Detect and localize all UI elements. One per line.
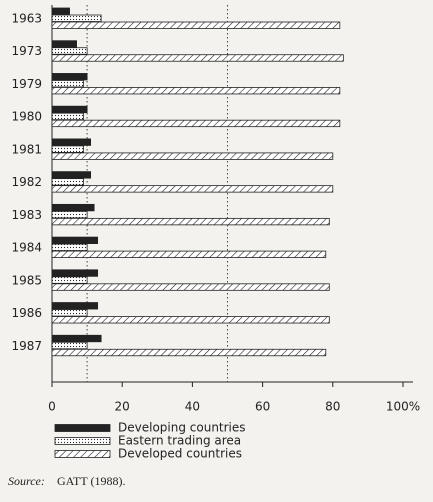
legend-swatch — [54, 424, 111, 432]
bar — [51, 119, 341, 128]
bar — [51, 152, 334, 160]
bar — [51, 309, 88, 317]
bar — [51, 112, 84, 121]
bar — [51, 87, 341, 95]
y-tick-label: 1985 — [11, 273, 42, 287]
bar — [51, 348, 327, 357]
bar — [51, 185, 334, 193]
y-tick-label: 1987 — [11, 339, 42, 353]
y-tick-label: 1982 — [11, 175, 42, 189]
bar — [51, 283, 330, 291]
x-tick-label: 80 — [325, 400, 340, 414]
bar — [51, 217, 330, 226]
legend-label: Developed countries — [118, 447, 242, 461]
y-tick-label: 1980 — [11, 110, 42, 124]
y-tick-label: 1983 — [11, 208, 42, 222]
bar — [51, 54, 344, 62]
y-tick-label: 1973 — [11, 44, 42, 58]
bar — [51, 334, 102, 343]
bar — [51, 145, 84, 153]
bar — [51, 341, 88, 350]
legend-label: Developing countries — [118, 421, 246, 435]
bar — [51, 21, 341, 29]
legend-label: Eastern trading area — [118, 434, 241, 448]
y-tick-label: 1986 — [11, 306, 42, 320]
bar — [51, 316, 330, 324]
bar — [51, 302, 99, 310]
x-tick-label: 60 — [255, 400, 270, 414]
bar — [51, 210, 88, 219]
bar — [51, 7, 70, 15]
bar — [51, 80, 84, 88]
bar — [51, 178, 84, 186]
source-label: Source: — [8, 474, 45, 488]
y-tick-label: 1963 — [11, 12, 42, 26]
bar — [51, 47, 88, 55]
bar — [51, 269, 99, 277]
bar — [51, 73, 88, 81]
source: GATT (1988). — [57, 474, 125, 488]
y-tick-label: 1979 — [11, 77, 42, 91]
legend-swatch — [54, 450, 111, 458]
bar — [51, 276, 88, 284]
bar — [51, 14, 102, 22]
x-tick-label: 0 — [48, 400, 56, 414]
bar — [51, 138, 92, 146]
legend-swatch — [54, 437, 111, 445]
x-tick-label: 20 — [115, 400, 130, 414]
y-tick-label: 1981 — [11, 142, 42, 156]
bar — [51, 203, 95, 212]
x-tick-label: 40 — [185, 400, 200, 414]
x-tick-label: 100% — [386, 400, 420, 414]
bar — [51, 105, 88, 114]
bar — [51, 40, 77, 48]
bar — [51, 250, 327, 258]
y-tick-label: 1984 — [11, 241, 42, 255]
bar — [51, 236, 99, 244]
bar — [51, 243, 88, 251]
bar — [51, 171, 92, 179]
